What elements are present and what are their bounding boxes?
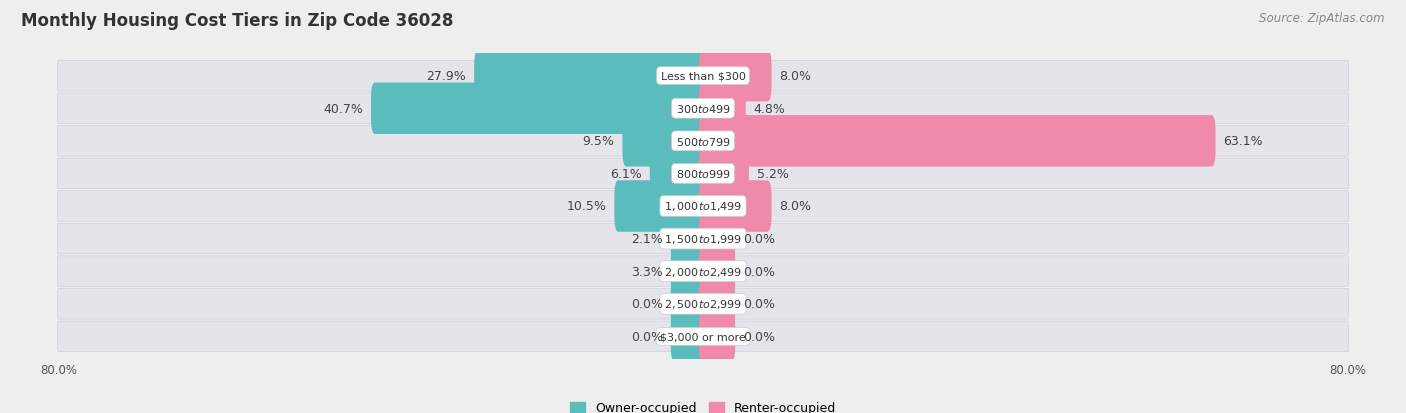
Text: 9.5%: 9.5% (582, 135, 614, 148)
Text: 63.1%: 63.1% (1223, 135, 1263, 148)
Text: 0.0%: 0.0% (631, 297, 662, 311)
Text: $800 to $999: $800 to $999 (675, 168, 731, 180)
FancyBboxPatch shape (614, 181, 707, 232)
FancyBboxPatch shape (699, 278, 735, 330)
Legend: Owner-occupied, Renter-occupied: Owner-occupied, Renter-occupied (564, 395, 842, 413)
FancyBboxPatch shape (671, 246, 707, 297)
Text: Source: ZipAtlas.com: Source: ZipAtlas.com (1260, 12, 1385, 25)
Text: 5.2%: 5.2% (756, 168, 789, 180)
Text: 40.7%: 40.7% (323, 102, 363, 116)
FancyBboxPatch shape (671, 311, 707, 362)
FancyBboxPatch shape (699, 148, 749, 199)
FancyBboxPatch shape (699, 311, 735, 362)
FancyBboxPatch shape (699, 214, 735, 265)
FancyBboxPatch shape (699, 83, 745, 135)
Text: 8.0%: 8.0% (779, 200, 811, 213)
Text: $1,000 to $1,499: $1,000 to $1,499 (664, 200, 742, 213)
FancyBboxPatch shape (58, 126, 1348, 157)
FancyBboxPatch shape (58, 159, 1348, 189)
Text: 8.0%: 8.0% (779, 70, 811, 83)
Text: 0.0%: 0.0% (744, 297, 775, 311)
Text: $500 to $799: $500 to $799 (675, 135, 731, 147)
FancyBboxPatch shape (58, 224, 1348, 254)
Text: $2,500 to $2,999: $2,500 to $2,999 (664, 297, 742, 311)
FancyBboxPatch shape (58, 321, 1348, 352)
Text: 10.5%: 10.5% (567, 200, 606, 213)
FancyBboxPatch shape (699, 246, 735, 297)
Text: Less than $300: Less than $300 (661, 71, 745, 81)
FancyBboxPatch shape (671, 214, 707, 265)
FancyBboxPatch shape (474, 51, 707, 102)
Text: $1,500 to $1,999: $1,500 to $1,999 (664, 233, 742, 245)
Text: $3,000 or more: $3,000 or more (661, 332, 745, 342)
Text: $2,000 to $2,499: $2,000 to $2,499 (664, 265, 742, 278)
FancyBboxPatch shape (699, 181, 772, 232)
FancyBboxPatch shape (699, 116, 1216, 167)
Text: 0.0%: 0.0% (631, 330, 662, 343)
Text: 4.8%: 4.8% (754, 102, 786, 116)
Text: 6.1%: 6.1% (610, 168, 641, 180)
FancyBboxPatch shape (650, 148, 707, 199)
Text: 0.0%: 0.0% (744, 233, 775, 245)
Text: 0.0%: 0.0% (744, 265, 775, 278)
FancyBboxPatch shape (623, 116, 707, 167)
FancyBboxPatch shape (58, 61, 1348, 92)
FancyBboxPatch shape (58, 289, 1348, 319)
FancyBboxPatch shape (371, 83, 707, 135)
FancyBboxPatch shape (671, 278, 707, 330)
Text: 27.9%: 27.9% (426, 70, 465, 83)
Text: 3.3%: 3.3% (631, 265, 662, 278)
FancyBboxPatch shape (58, 256, 1348, 287)
Text: Monthly Housing Cost Tiers in Zip Code 36028: Monthly Housing Cost Tiers in Zip Code 3… (21, 12, 454, 30)
Text: 0.0%: 0.0% (744, 330, 775, 343)
FancyBboxPatch shape (58, 94, 1348, 124)
FancyBboxPatch shape (58, 191, 1348, 222)
Text: $300 to $499: $300 to $499 (675, 103, 731, 115)
FancyBboxPatch shape (699, 51, 772, 102)
Text: 2.1%: 2.1% (631, 233, 662, 245)
